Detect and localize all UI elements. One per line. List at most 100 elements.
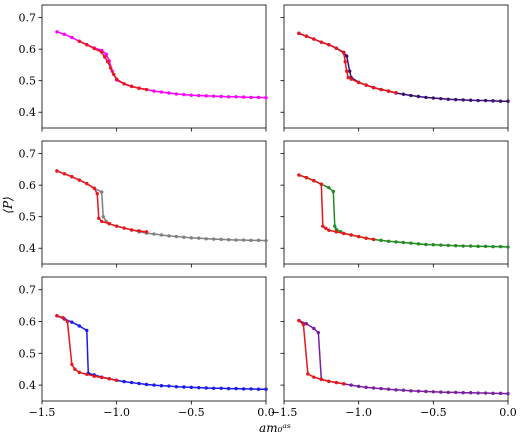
- data-point: [100, 190, 104, 194]
- data-point: [62, 172, 67, 176]
- data-point: [498, 391, 503, 396]
- data-point: [304, 175, 309, 180]
- data-point: [334, 380, 338, 385]
- data-point: [219, 94, 223, 99]
- data-point: [174, 92, 179, 96]
- data-point: [431, 243, 436, 247]
- data-point: [85, 43, 89, 47]
- data-point: [439, 243, 443, 247]
- data-point: [379, 386, 383, 391]
- data-point: [174, 384, 179, 389]
- data-point: [97, 216, 101, 220]
- axes-frame: [41, 276, 267, 402]
- data-point: [476, 391, 480, 395]
- data-point: [137, 86, 141, 90]
- data-point: [343, 60, 347, 64]
- series-line-0: [56, 315, 266, 390]
- data-point: [159, 233, 164, 237]
- data-point: [439, 96, 443, 101]
- data-point: [249, 95, 253, 100]
- data-point: [476, 244, 480, 249]
- data-point: [204, 94, 208, 98]
- data-point: [95, 191, 99, 196]
- data-point: [167, 384, 171, 388]
- data-point: [219, 237, 223, 242]
- data-point: [431, 390, 436, 394]
- data-point: [297, 31, 301, 36]
- data-point: [506, 245, 510, 249]
- series-line-0: [56, 31, 267, 99]
- data-point: [219, 386, 223, 390]
- data-point: [226, 95, 231, 99]
- data-point: [409, 93, 413, 98]
- data-point: [506, 391, 510, 396]
- data-point: [416, 242, 421, 246]
- data-point: [334, 227, 338, 232]
- data-point: [379, 87, 383, 92]
- series-line-0: [298, 174, 509, 248]
- x-axis-label: am₀ᵃˢ: [259, 421, 291, 435]
- data-point: [409, 389, 413, 393]
- data-point: [159, 90, 164, 94]
- data-point: [297, 318, 301, 323]
- data-point: [342, 231, 346, 236]
- data-point: [364, 385, 368, 390]
- data-point: [424, 242, 428, 247]
- data-point: [107, 377, 111, 381]
- data-point: [356, 384, 361, 389]
- data-point: [454, 390, 458, 395]
- data-point: [197, 236, 201, 240]
- data-point: [189, 236, 194, 240]
- data-point: [319, 182, 324, 186]
- data-point: [85, 181, 89, 186]
- data-point: [204, 237, 208, 241]
- panel-row1-left: 0.4 0.5 0.6 0.7: [19, 4, 268, 132]
- data-point: [152, 89, 156, 93]
- y-tick-label: 0.7: [19, 284, 37, 297]
- data-point: [342, 51, 346, 55]
- data-point: [101, 214, 105, 219]
- data-point: [446, 390, 450, 395]
- data-point: [348, 69, 352, 73]
- data-point: [114, 77, 119, 81]
- data-point: [104, 52, 108, 56]
- y-tick-label: 0.4: [19, 242, 37, 255]
- axes-frame: [41, 140, 267, 265]
- data-point: [345, 54, 349, 58]
- data-point: [249, 238, 253, 243]
- data-point: [234, 386, 238, 391]
- data-point: [319, 40, 324, 44]
- data-point: [468, 98, 473, 102]
- data-point: [297, 173, 301, 177]
- data-point: [122, 226, 126, 230]
- data-point: [498, 99, 503, 103]
- data-point: [77, 178, 82, 182]
- data-point: [345, 69, 349, 73]
- data-point: [349, 383, 353, 387]
- data-point: [394, 388, 398, 392]
- data-point: [197, 93, 201, 98]
- data-point: [182, 235, 186, 239]
- x-tick-label: −1.0: [345, 406, 372, 419]
- data-point: [152, 383, 156, 387]
- data-point: [491, 244, 495, 249]
- data-point: [416, 94, 421, 99]
- series-line-1: [79, 40, 147, 91]
- data-point: [77, 324, 82, 328]
- y-tick-label: 0.6: [19, 179, 37, 192]
- x-tick-label: −0.5: [178, 406, 205, 419]
- data-point: [100, 219, 104, 224]
- data-point: [204, 386, 208, 390]
- y-tick-label: 0.4: [19, 379, 37, 392]
- data-point: [167, 234, 171, 238]
- data-point: [327, 185, 331, 190]
- y-tick-label: 0.5: [19, 347, 37, 360]
- data-point: [476, 98, 480, 103]
- axes-frame: [283, 4, 509, 129]
- data-point: [108, 66, 113, 70]
- data-point: [144, 87, 149, 92]
- data-point: [439, 390, 443, 394]
- y-tick-label: 0.7: [19, 148, 37, 161]
- data-point: [212, 386, 216, 390]
